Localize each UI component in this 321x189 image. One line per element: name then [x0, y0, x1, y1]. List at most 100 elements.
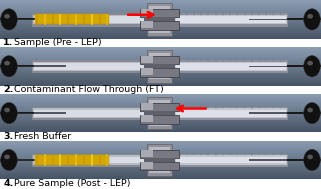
Bar [34, 63, 149, 70]
FancyBboxPatch shape [140, 149, 179, 158]
Bar [34, 159, 66, 161]
Bar [141, 115, 153, 122]
Bar [173, 71, 287, 72]
Bar [149, 156, 157, 164]
Bar [148, 50, 171, 83]
Ellipse shape [1, 9, 17, 30]
Bar [32, 60, 151, 62]
Bar [32, 107, 151, 108]
Bar [167, 109, 175, 117]
Ellipse shape [307, 108, 313, 112]
Bar [287, 18, 321, 20]
Bar [248, 112, 287, 114]
Bar [144, 158, 175, 162]
Bar [35, 14, 109, 24]
Bar [16, 159, 35, 161]
Bar [148, 97, 171, 129]
Bar [167, 62, 175, 70]
Bar [287, 112, 321, 114]
Bar [34, 110, 149, 117]
Bar [0, 65, 39, 67]
Bar [34, 156, 149, 163]
Bar [248, 66, 287, 67]
Ellipse shape [304, 149, 320, 171]
Bar [173, 154, 287, 155]
Bar [173, 154, 287, 166]
Text: Sample (Pre - LEP): Sample (Pre - LEP) [11, 38, 101, 47]
FancyBboxPatch shape [140, 21, 179, 30]
Text: 3.: 3. [3, 132, 13, 141]
Ellipse shape [4, 14, 10, 19]
Bar [173, 13, 287, 15]
Bar [149, 62, 157, 70]
Ellipse shape [1, 56, 17, 77]
Bar [35, 155, 109, 165]
Bar [173, 13, 287, 26]
Text: 2.: 2. [3, 85, 13, 94]
Bar [141, 68, 153, 75]
FancyBboxPatch shape [140, 162, 179, 170]
Bar [32, 165, 151, 166]
FancyBboxPatch shape [140, 115, 179, 124]
Ellipse shape [307, 155, 313, 159]
Bar [173, 118, 287, 119]
Bar [287, 65, 321, 67]
Text: Pure Sample (Post - LEP): Pure Sample (Post - LEP) [11, 179, 130, 188]
Bar [149, 109, 157, 117]
Bar [32, 154, 151, 166]
Bar [34, 65, 66, 67]
Bar [173, 107, 287, 108]
Bar [0, 18, 39, 20]
Bar [144, 64, 175, 68]
FancyBboxPatch shape [140, 56, 179, 64]
Text: 1.: 1. [3, 38, 13, 47]
Bar [16, 19, 35, 20]
Ellipse shape [4, 61, 10, 65]
Bar [167, 15, 175, 23]
Bar [175, 16, 286, 23]
Text: Fresh Buffer: Fresh Buffer [11, 132, 71, 141]
Ellipse shape [304, 9, 320, 30]
Ellipse shape [304, 56, 320, 77]
Bar [148, 144, 171, 176]
Bar [32, 107, 151, 119]
Bar [32, 13, 151, 26]
Bar [32, 24, 151, 26]
Bar [167, 156, 175, 164]
Ellipse shape [1, 149, 17, 171]
Bar [175, 63, 286, 70]
FancyBboxPatch shape [140, 68, 179, 77]
Bar [149, 53, 169, 79]
Bar [141, 162, 153, 169]
Bar [16, 66, 35, 67]
Ellipse shape [4, 155, 10, 159]
Ellipse shape [1, 102, 17, 124]
Text: Contaminant Flow Through (FT): Contaminant Flow Through (FT) [11, 85, 164, 94]
Bar [34, 16, 149, 23]
Bar [34, 19, 66, 20]
Bar [144, 17, 175, 21]
Ellipse shape [307, 61, 313, 65]
Bar [173, 60, 287, 62]
Bar [148, 3, 171, 36]
Bar [141, 21, 153, 28]
Bar [0, 159, 39, 161]
Text: 4.: 4. [3, 179, 13, 188]
Bar [144, 111, 175, 115]
FancyBboxPatch shape [140, 9, 179, 17]
Bar [32, 13, 151, 15]
Bar [173, 107, 287, 119]
FancyBboxPatch shape [140, 103, 179, 111]
Bar [32, 60, 151, 72]
Bar [141, 9, 153, 16]
Ellipse shape [307, 14, 313, 19]
Bar [175, 110, 286, 117]
Bar [149, 147, 169, 173]
Bar [141, 56, 153, 63]
Bar [287, 159, 321, 161]
Bar [141, 149, 153, 156]
Bar [141, 103, 153, 110]
Bar [149, 15, 157, 23]
Bar [173, 60, 287, 72]
Bar [32, 154, 151, 155]
